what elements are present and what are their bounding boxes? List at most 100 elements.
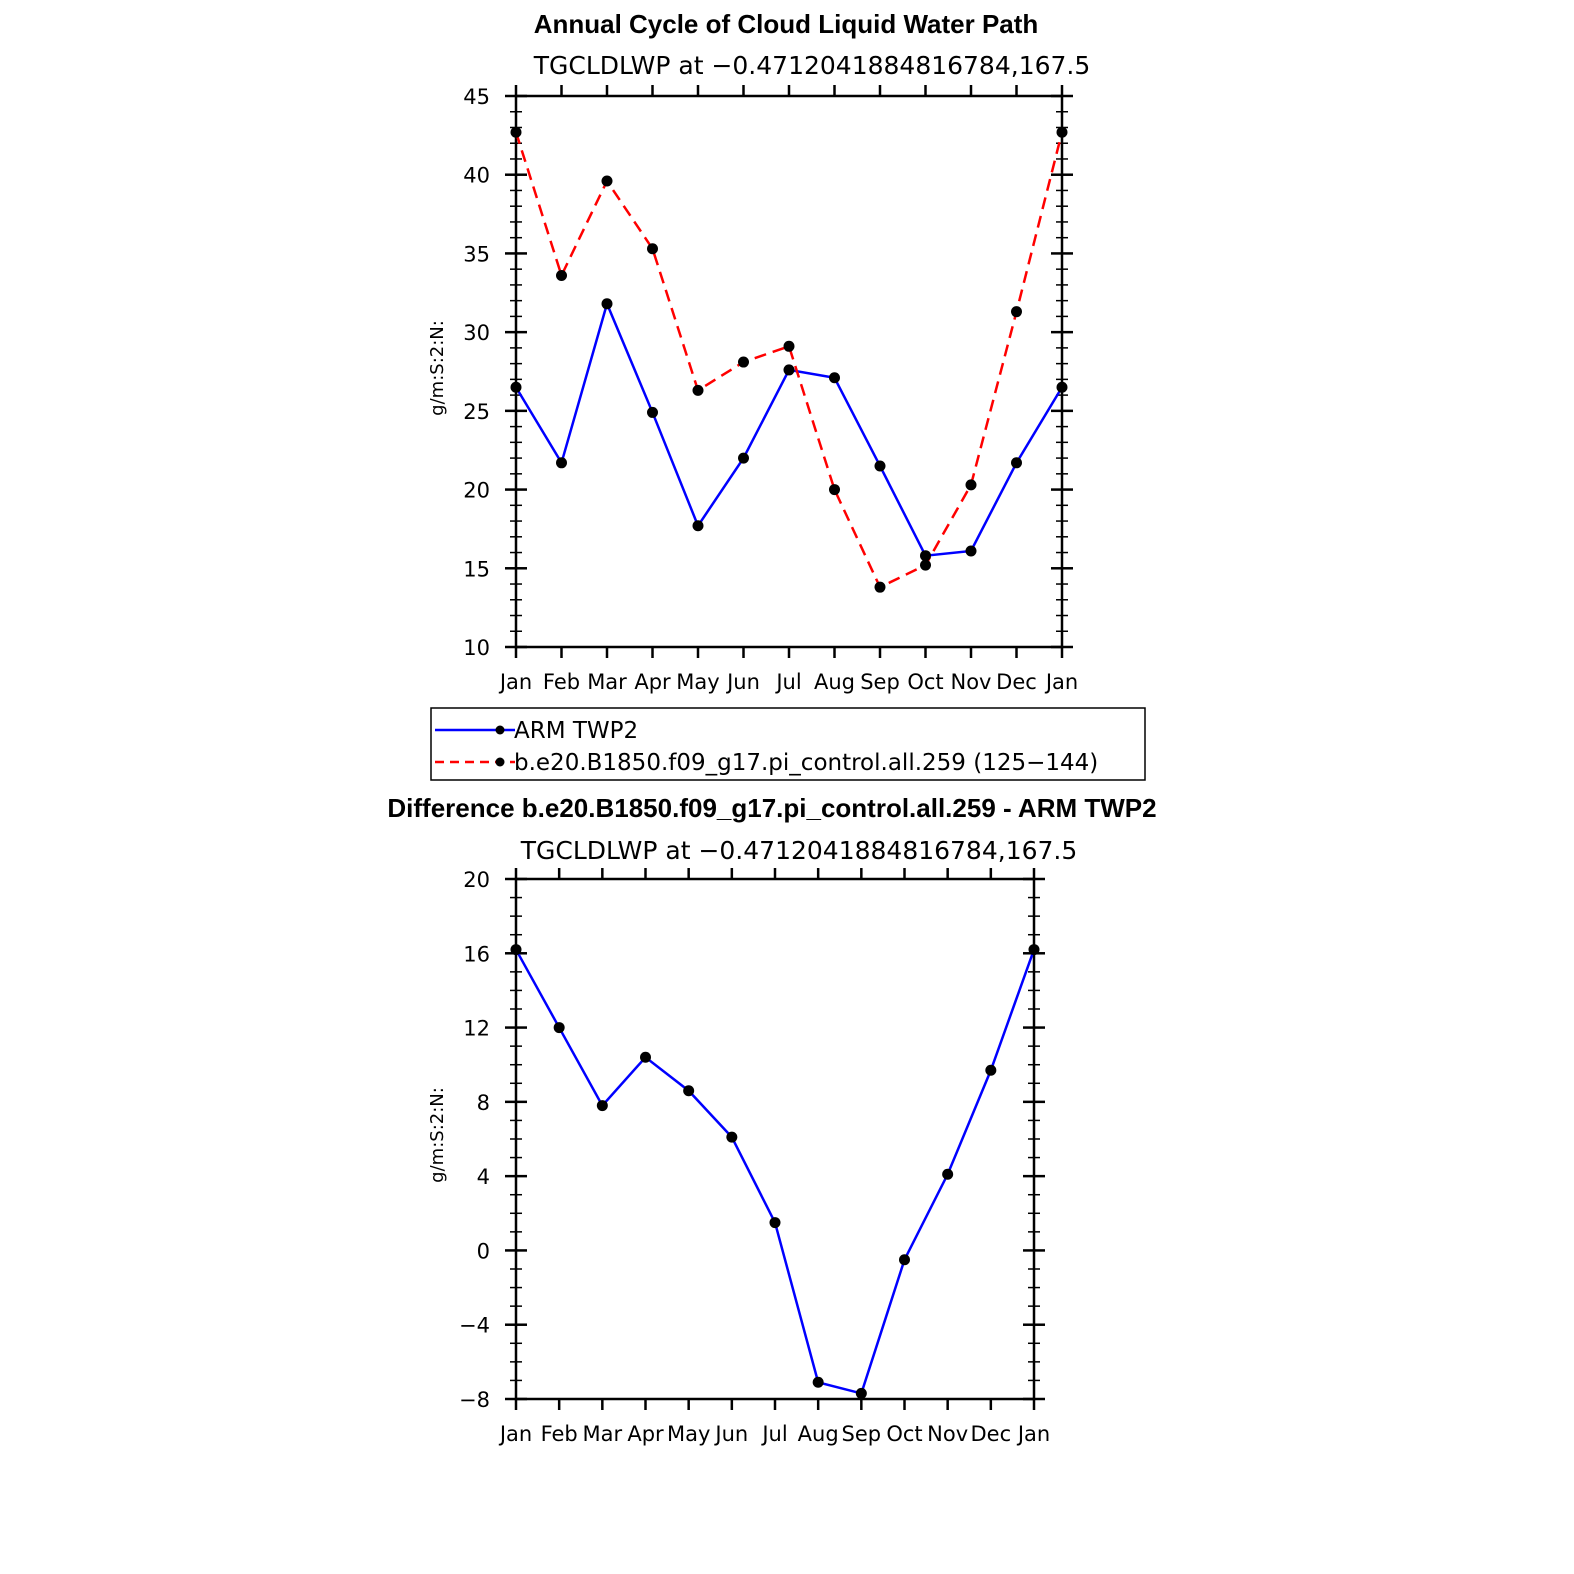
y-tick-label: 20	[463, 868, 490, 892]
x-tick-label: Aug	[814, 670, 855, 694]
y-tick-label: −4	[459, 1314, 490, 1338]
data-point	[874, 460, 886, 472]
x-tick-label: Sep	[860, 670, 900, 694]
data-point	[510, 381, 522, 393]
data-point	[812, 1376, 824, 1388]
data-point	[855, 1387, 867, 1399]
x-tick-labels: Jan Feb Mar Apr May Jun Jul Aug Sep Oct Nov Dec Jan	[498, 670, 1078, 694]
data-point	[874, 581, 886, 593]
x-tick-label: Jan	[1016, 1422, 1050, 1446]
y-tick-label: 30	[463, 321, 490, 345]
data-point	[920, 559, 931, 571]
x-tick-label: Feb	[541, 1422, 578, 1446]
y-tick-label: 8	[477, 1091, 490, 1115]
axes	[505, 85, 1073, 658]
data-point	[965, 545, 977, 557]
y-axis-label: g/m:S:2:N:	[427, 320, 448, 416]
legend-label-arm-twp2: ARM TWP2	[514, 718, 638, 744]
x-tick-label: Jan	[498, 1422, 532, 1446]
x-tick-label: Dec	[996, 670, 1037, 694]
y-tick-label: 4	[477, 1165, 490, 1189]
data-point	[556, 457, 567, 469]
y-tick-label: 35	[463, 242, 490, 266]
y-tick-label: 45	[463, 85, 490, 109]
data-point	[1011, 457, 1022, 469]
difference-chart: Difference b.e20.B1850.f09_g17.pi_contro…	[387, 793, 1156, 1446]
chart-title: Annual Cycle of Cloud Liquid Water Path	[534, 9, 1039, 39]
data-point	[829, 372, 840, 384]
data-point	[942, 1168, 954, 1180]
chart-subtitle: TGCLDLWP at −0.4712041884816784,167.5	[533, 51, 1091, 80]
x-tick-label: Jul	[774, 670, 801, 694]
axes	[505, 868, 1045, 1410]
x-tick-labels: Jan Feb Mar Apr May Jun Jul Aug Sep Oct Nov Dec Jan	[498, 1422, 1050, 1446]
x-tick-label: Mar	[583, 1422, 623, 1446]
legend-box	[430, 707, 1146, 781]
data-point	[985, 1064, 997, 1076]
y-tick-label: 20	[463, 479, 490, 503]
legend-marker-arm-twp2	[495, 725, 505, 735]
y-tick-label: −8	[459, 1388, 490, 1412]
x-tick-label: Jan	[498, 670, 532, 694]
data-point	[647, 406, 658, 418]
x-tick-label: May	[667, 1422, 710, 1446]
y-tick-label: 0	[477, 1239, 490, 1263]
data-point	[683, 1085, 695, 1097]
annual-cycle-chart: Annual Cycle of Cloud Liquid Water Path …	[427, 9, 1090, 694]
x-tick-label: Nov	[927, 1422, 968, 1446]
legend-label-model: b.e20.B1850.f09_g17.pi_control.all.259 (…	[514, 750, 1098, 776]
legend-marker-model	[495, 757, 505, 767]
y-axis-label: g/m:S:2:N:	[427, 1087, 448, 1183]
data-point	[553, 1022, 565, 1034]
data-point	[601, 175, 613, 187]
data-point	[783, 340, 795, 352]
chart-subtitle: TGCLDLWP at −0.4712041884816784,167.5	[520, 836, 1078, 865]
data-point	[738, 452, 749, 464]
x-tick-label: Mar	[587, 670, 627, 694]
data-point	[640, 1051, 651, 1063]
series-line-1	[514, 131, 1064, 589]
y-tick-label: 40	[463, 164, 490, 188]
data-point	[965, 479, 977, 491]
y-tick-label: 25	[463, 400, 490, 424]
x-tick-label: Jun	[725, 670, 760, 694]
data-point	[647, 243, 658, 255]
y-tick-label: 16	[463, 942, 490, 966]
data-point	[692, 384, 704, 396]
data-point	[510, 126, 522, 138]
data-point	[920, 550, 931, 562]
data-point	[692, 520, 704, 532]
chart-title: Difference b.e20.B1850.f09_g17.pi_contro…	[387, 793, 1156, 823]
data-point	[596, 1100, 608, 1112]
data-point	[726, 1131, 738, 1143]
data-point	[510, 944, 522, 956]
x-tick-label: Apr	[634, 670, 671, 694]
series-group	[510, 944, 1040, 1399]
x-tick-label: Feb	[543, 670, 580, 694]
y-tick-label: 10	[463, 636, 490, 660]
plot-frame	[514, 877, 1036, 1401]
data-point	[783, 364, 795, 376]
data-point	[829, 484, 840, 496]
x-tick-label: May	[676, 670, 719, 694]
data-point	[556, 269, 567, 281]
x-tick-label: Jun	[713, 1422, 748, 1446]
data-point	[601, 298, 613, 310]
x-tick-label: Jul	[760, 1422, 787, 1446]
data-point	[1056, 126, 1068, 138]
y-tick-labels: −8 −4 0 4 8 12 16 20	[459, 868, 490, 1412]
x-tick-label: Oct	[907, 670, 943, 694]
data-point	[1028, 944, 1040, 956]
y-tick-label: 12	[463, 1017, 490, 1041]
data-point	[1011, 306, 1022, 318]
x-tick-label: Dec	[971, 1422, 1012, 1446]
x-tick-label: Nov	[951, 670, 992, 694]
series-line-0	[514, 948, 1036, 1395]
legend: ARM TWP2 b.e20.B1850.f09_g17.pi_control.…	[430, 707, 1146, 781]
series-group	[510, 126, 1068, 593]
data-point	[738, 356, 749, 368]
y-tick-labels: 10 15 20 25 30 35 40 45	[463, 85, 490, 660]
data-point	[1056, 381, 1068, 393]
data-point	[769, 1217, 781, 1229]
